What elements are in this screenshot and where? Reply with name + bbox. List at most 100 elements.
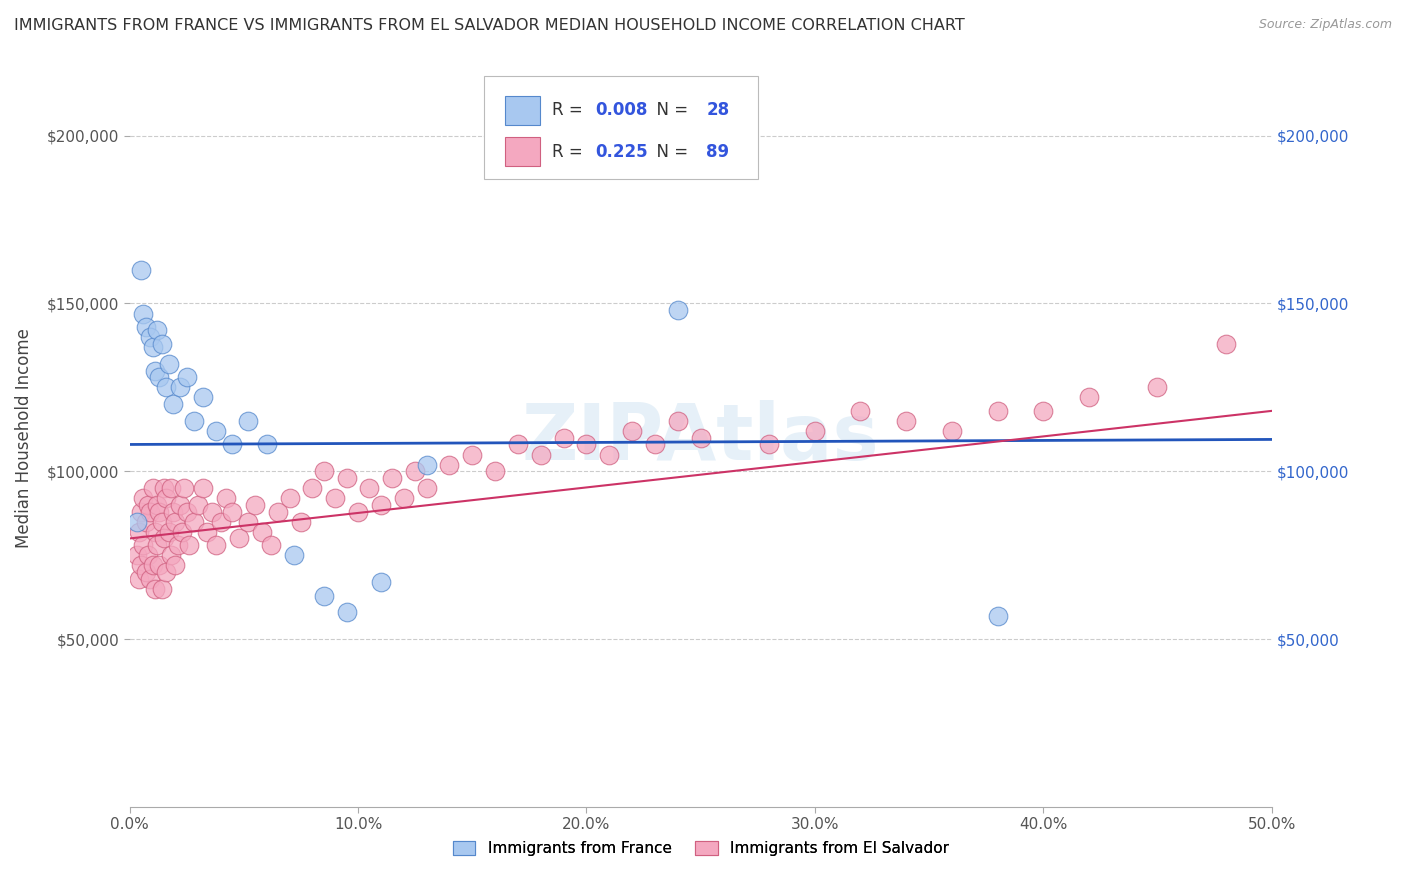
FancyBboxPatch shape	[505, 95, 540, 125]
Point	[404, 464, 426, 478]
Point	[155, 380, 177, 394]
Point	[157, 357, 180, 371]
Point	[370, 498, 392, 512]
Point	[221, 437, 243, 451]
Point	[347, 505, 370, 519]
Point	[506, 437, 529, 451]
Point	[191, 481, 214, 495]
Point	[278, 491, 301, 505]
Point	[849, 404, 872, 418]
Point	[150, 515, 173, 529]
Point	[141, 481, 163, 495]
Point	[290, 515, 312, 529]
Point	[165, 558, 187, 573]
Point	[143, 524, 166, 539]
Text: N =: N =	[645, 143, 693, 161]
Point	[260, 538, 283, 552]
Point	[146, 498, 169, 512]
Point	[183, 414, 205, 428]
Point	[139, 505, 162, 519]
Legend: Immigrants from France, Immigrants from El Salvador: Immigrants from France, Immigrants from …	[447, 835, 955, 862]
Point	[187, 498, 209, 512]
Point	[150, 582, 173, 596]
Point	[221, 505, 243, 519]
Point	[205, 424, 228, 438]
Point	[155, 491, 177, 505]
Point	[125, 515, 148, 529]
Point	[621, 424, 644, 438]
Point	[370, 575, 392, 590]
Point	[209, 515, 232, 529]
Point	[381, 471, 404, 485]
Point	[169, 498, 191, 512]
Point	[148, 558, 170, 573]
Point	[415, 458, 437, 472]
Point	[666, 414, 689, 428]
Point	[941, 424, 963, 438]
Point	[250, 524, 273, 539]
Point	[312, 464, 335, 478]
Point	[153, 532, 176, 546]
Point	[336, 605, 359, 619]
Point	[143, 363, 166, 377]
Point	[153, 481, 176, 495]
Point	[323, 491, 346, 505]
Text: Source: ZipAtlas.com: Source: ZipAtlas.com	[1258, 18, 1392, 31]
Text: 0.008: 0.008	[596, 102, 648, 120]
Point	[484, 464, 506, 478]
Point	[415, 481, 437, 495]
Point	[135, 515, 157, 529]
FancyBboxPatch shape	[505, 136, 540, 167]
Text: 89: 89	[706, 143, 730, 161]
Point	[135, 320, 157, 334]
Point	[159, 548, 181, 562]
Point	[530, 448, 553, 462]
Point	[575, 437, 598, 451]
Point	[141, 558, 163, 573]
Point	[136, 548, 159, 562]
Point	[301, 481, 323, 495]
Point	[228, 532, 250, 546]
Text: ZIPAtlas: ZIPAtlas	[522, 400, 879, 475]
Text: N =: N =	[645, 102, 693, 120]
Text: IMMIGRANTS FROM FRANCE VS IMMIGRANTS FROM EL SALVADOR MEDIAN HOUSEHOLD INCOME CO: IMMIGRANTS FROM FRANCE VS IMMIGRANTS FRO…	[14, 18, 965, 33]
Point	[129, 505, 152, 519]
Point	[155, 565, 177, 579]
Point	[359, 481, 381, 495]
Point	[986, 404, 1008, 418]
Point	[132, 491, 155, 505]
Point	[132, 307, 155, 321]
Point	[1077, 391, 1099, 405]
Point	[267, 505, 290, 519]
Point	[195, 524, 218, 539]
Point	[896, 414, 918, 428]
Text: R =: R =	[553, 102, 588, 120]
Point	[172, 524, 194, 539]
Point	[132, 538, 155, 552]
Point	[148, 505, 170, 519]
Point	[150, 336, 173, 351]
Point	[283, 548, 305, 562]
Point	[183, 515, 205, 529]
Point	[256, 437, 278, 451]
Point	[165, 515, 187, 529]
FancyBboxPatch shape	[484, 76, 758, 179]
Text: 28: 28	[706, 102, 730, 120]
Point	[146, 538, 169, 552]
Point	[139, 572, 162, 586]
Point	[136, 498, 159, 512]
Point	[139, 330, 162, 344]
Point	[129, 263, 152, 277]
Point	[162, 505, 184, 519]
Point	[143, 582, 166, 596]
Point	[125, 548, 148, 562]
Point	[176, 370, 198, 384]
Point	[312, 589, 335, 603]
Point	[1146, 380, 1168, 394]
Text: 0.225: 0.225	[596, 143, 648, 161]
Point	[173, 481, 195, 495]
Point	[392, 491, 415, 505]
Y-axis label: Median Household Income: Median Household Income	[15, 328, 32, 548]
Point	[598, 448, 620, 462]
Point	[205, 538, 228, 552]
